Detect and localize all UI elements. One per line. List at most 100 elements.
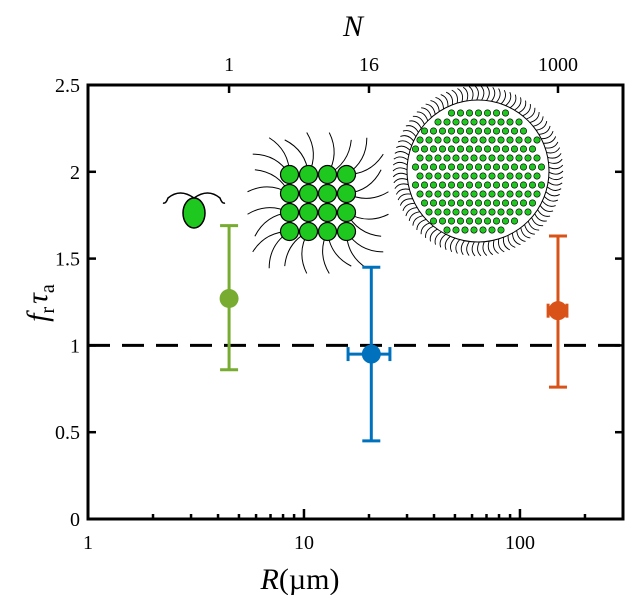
sphere-cell (497, 226, 505, 234)
sphere-cell (465, 199, 473, 207)
sphere-cell (416, 154, 424, 162)
sphere-cell (524, 154, 532, 162)
sphere-cell (524, 190, 532, 198)
sphere-cell (515, 208, 523, 216)
sphere-cell (488, 136, 496, 144)
sphere-cell (483, 181, 491, 189)
sphere-cell (488, 226, 496, 234)
sphere-cell (470, 208, 478, 216)
sphere-cell (443, 136, 451, 144)
y-axis-title: frτa (21, 284, 59, 322)
colony-cell (298, 164, 319, 185)
sphere-cell (425, 136, 433, 144)
sphere-cell (434, 136, 442, 144)
sphere-cell (528, 181, 536, 189)
x-tick-label: 100 (505, 532, 535, 554)
sphere-cell (474, 145, 482, 153)
sphere-cell (452, 136, 460, 144)
colony-cell (298, 202, 319, 223)
sphere-cell (501, 181, 509, 189)
data-point (548, 301, 568, 321)
sphere-cell (465, 217, 473, 225)
sphere-cell (456, 163, 464, 171)
sphere-cell (470, 190, 478, 198)
sphere-cell (443, 154, 451, 162)
sphere-cell (497, 154, 505, 162)
sphere-cell (515, 172, 523, 180)
y-tick-label: 2 (70, 162, 80, 184)
sphere-cell (447, 217, 455, 225)
sphere-cell (452, 154, 460, 162)
colony-cell (336, 202, 357, 223)
sphere-cell (438, 217, 446, 225)
sphere-cell (506, 136, 514, 144)
16-cell-colony-icon (247, 132, 389, 274)
y-tick-label: 2.5 (55, 75, 80, 97)
sphere-cell (519, 163, 527, 171)
sphere-cell (456, 109, 464, 117)
sphere-cell (456, 145, 464, 153)
top-tick-label: 1 (224, 54, 234, 76)
sphere-cell (488, 154, 496, 162)
sphere-cell (483, 199, 491, 207)
sphere-cell (510, 163, 518, 171)
sphere-cell (447, 109, 455, 117)
sphere-cell (501, 217, 509, 225)
sphere-cell (510, 127, 518, 135)
sphere-cell (483, 163, 491, 171)
sphere-cell (474, 163, 482, 171)
sphere-cell (411, 145, 419, 153)
sphere-cell (510, 199, 518, 207)
sphere-cell (429, 163, 437, 171)
sphere-cell (447, 163, 455, 171)
1000-cell-colony-icon (392, 85, 564, 257)
colony-cell (317, 221, 338, 242)
sphere-cell (443, 208, 451, 216)
sphere-cell (506, 154, 514, 162)
data-point-group (346, 265, 392, 443)
sphere-cell (420, 163, 428, 171)
sphere-cell (497, 172, 505, 180)
sphere-cell (470, 154, 478, 162)
colony-cell (298, 183, 319, 204)
sphere-cell (420, 181, 428, 189)
sphere-cell (452, 208, 460, 216)
sphere-cell (488, 172, 496, 180)
sphere-cell (443, 190, 451, 198)
sphere-cell (461, 208, 469, 216)
sphere-cell (519, 145, 527, 153)
sphere-cell (416, 136, 424, 144)
sphere-cell (506, 208, 514, 216)
y-tick-label: 1.5 (55, 249, 80, 271)
sphere-cell (474, 109, 482, 117)
colony-cell (336, 183, 357, 204)
colony-cell (279, 164, 300, 185)
sphere-cell (515, 190, 523, 198)
sphere-cell (524, 136, 532, 144)
sphere-cell (474, 217, 482, 225)
y-tick-label: 1 (70, 335, 80, 357)
sphere-cell (479, 190, 487, 198)
sphere-cell (456, 181, 464, 189)
sphere-cell (537, 181, 545, 189)
sphere-cell (497, 136, 505, 144)
sphere-cell (479, 208, 487, 216)
single-cell-organism-icon (162, 192, 226, 229)
sphere-cell (447, 127, 455, 135)
sphere-cell (447, 145, 455, 153)
sphere-cell (438, 199, 446, 207)
sphere-cell (443, 118, 451, 126)
sphere-cell (492, 127, 500, 135)
sphere-cell (425, 208, 433, 216)
sphere-cell (438, 145, 446, 153)
sphere-cell (483, 217, 491, 225)
sphere-cell (488, 208, 496, 216)
sphere-cell (524, 172, 532, 180)
sphere-cell (506, 172, 514, 180)
data-point (361, 344, 381, 364)
sphere-cell (438, 181, 446, 189)
sphere-cell (461, 172, 469, 180)
sphere-cell (533, 154, 541, 162)
sphere-cell (501, 127, 509, 135)
